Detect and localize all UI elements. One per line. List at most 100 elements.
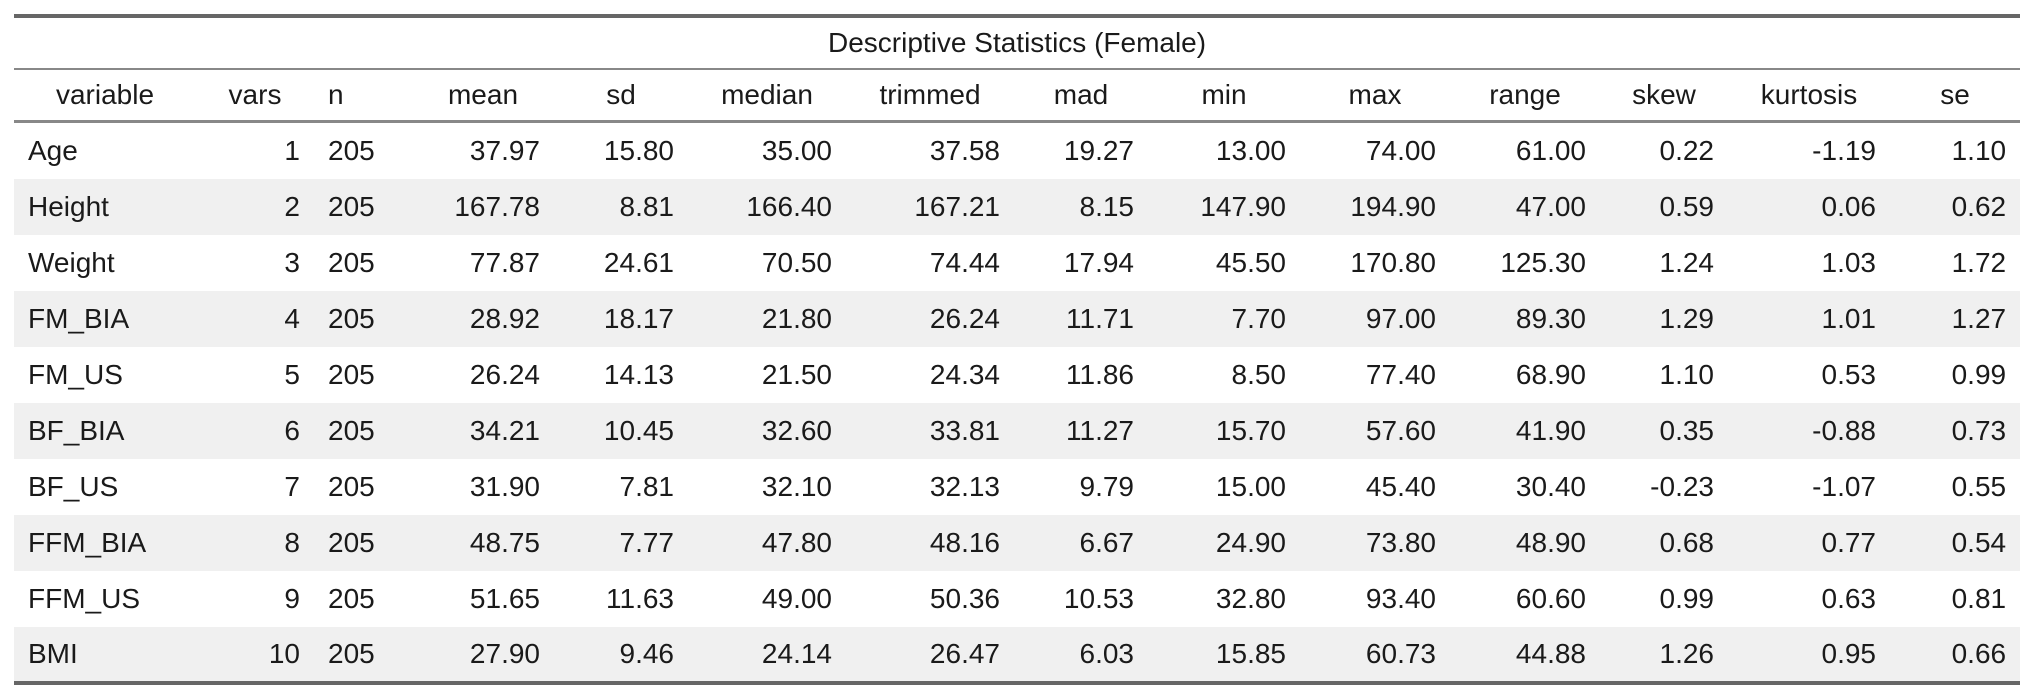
title-row: Descriptive Statistics (Female) bbox=[14, 16, 2020, 69]
cell-min: 13.00 bbox=[1148, 122, 1300, 180]
cell-max: 60.73 bbox=[1300, 627, 1450, 683]
column-header-vars: vars bbox=[196, 69, 314, 122]
cell-kurtosis: 0.53 bbox=[1728, 347, 1890, 403]
cell-sd: 18.17 bbox=[554, 291, 688, 347]
cell-sd: 10.45 bbox=[554, 403, 688, 459]
cell-median: 70.50 bbox=[688, 235, 846, 291]
table-row: Age 1 205 37.97 15.80 35.00 37.58 19.27 13.00 74.… bbox=[14, 122, 2020, 180]
cell-min: 7.70 bbox=[1148, 291, 1300, 347]
cell-min: 24.90 bbox=[1148, 515, 1300, 571]
cell-vars: 5 bbox=[196, 347, 314, 403]
cell-vars: 7 bbox=[196, 459, 314, 515]
cell-trimmed: 33.81 bbox=[846, 403, 1014, 459]
cell-kurtosis: 1.03 bbox=[1728, 235, 1890, 291]
cell-median: 166.40 bbox=[688, 179, 846, 235]
cell-se: 0.54 bbox=[1890, 515, 2020, 571]
cell-vars: 2 bbox=[196, 179, 314, 235]
cell-se: 1.10 bbox=[1890, 122, 2020, 180]
cell-median: 32.60 bbox=[688, 403, 846, 459]
cell-n: 205 bbox=[314, 627, 412, 683]
cell-min: 15.00 bbox=[1148, 459, 1300, 515]
column-header-mean: mean bbox=[412, 69, 554, 122]
cell-vars: 8 bbox=[196, 515, 314, 571]
cell-variable: Age bbox=[14, 122, 196, 180]
cell-se: 1.27 bbox=[1890, 291, 2020, 347]
cell-range: 41.90 bbox=[1450, 403, 1600, 459]
table-row: BF_BIA 6 205 34.21 10.45 32.60 33.81 11.27 15.70… bbox=[14, 403, 2020, 459]
cell-max: 57.60 bbox=[1300, 403, 1450, 459]
cell-range: 125.30 bbox=[1450, 235, 1600, 291]
column-header-skew: skew bbox=[1600, 69, 1728, 122]
cell-median: 32.10 bbox=[688, 459, 846, 515]
cell-sd: 15.80 bbox=[554, 122, 688, 180]
cell-median: 24.14 bbox=[688, 627, 846, 683]
cell-n: 205 bbox=[314, 179, 412, 235]
cell-skew: 1.26 bbox=[1600, 627, 1728, 683]
column-header-kurtosis: kurtosis bbox=[1728, 69, 1890, 122]
cell-skew: 0.99 bbox=[1600, 571, 1728, 627]
cell-variable: BF_US bbox=[14, 459, 196, 515]
cell-range: 47.00 bbox=[1450, 179, 1600, 235]
cell-range: 60.60 bbox=[1450, 571, 1600, 627]
cell-skew: -0.23 bbox=[1600, 459, 1728, 515]
cell-median: 49.00 bbox=[688, 571, 846, 627]
cell-median: 21.50 bbox=[688, 347, 846, 403]
table-title: Descriptive Statistics (Female) bbox=[14, 16, 2020, 69]
cell-kurtosis: 0.06 bbox=[1728, 179, 1890, 235]
cell-n: 205 bbox=[314, 459, 412, 515]
cell-mean: 167.78 bbox=[412, 179, 554, 235]
cell-skew: 0.35 bbox=[1600, 403, 1728, 459]
cell-variable: Height bbox=[14, 179, 196, 235]
cell-min: 8.50 bbox=[1148, 347, 1300, 403]
cell-variable: FFM_US bbox=[14, 571, 196, 627]
cell-kurtosis: -1.07 bbox=[1728, 459, 1890, 515]
cell-vars: 10 bbox=[196, 627, 314, 683]
cell-min: 147.90 bbox=[1148, 179, 1300, 235]
cell-trimmed: 74.44 bbox=[846, 235, 1014, 291]
cell-mad: 9.79 bbox=[1014, 459, 1148, 515]
column-header-range: range bbox=[1450, 69, 1600, 122]
cell-se: 0.62 bbox=[1890, 179, 2020, 235]
cell-median: 21.80 bbox=[688, 291, 846, 347]
cell-mean: 27.90 bbox=[412, 627, 554, 683]
cell-mean: 34.21 bbox=[412, 403, 554, 459]
cell-min: 32.80 bbox=[1148, 571, 1300, 627]
cell-vars: 1 bbox=[196, 122, 314, 180]
cell-skew: 0.22 bbox=[1600, 122, 1728, 180]
cell-n: 205 bbox=[314, 122, 412, 180]
cell-skew: 0.68 bbox=[1600, 515, 1728, 571]
cell-kurtosis: 0.77 bbox=[1728, 515, 1890, 571]
table-row: BF_US 7 205 31.90 7.81 32.10 32.13 9.79 15.00 45.… bbox=[14, 459, 2020, 515]
cell-mean: 28.92 bbox=[412, 291, 554, 347]
header-row: variable vars n mean sd median trimmed mad min ma… bbox=[14, 69, 2020, 122]
cell-trimmed: 26.47 bbox=[846, 627, 1014, 683]
cell-mean: 77.87 bbox=[412, 235, 554, 291]
cell-se: 0.99 bbox=[1890, 347, 2020, 403]
cell-trimmed: 37.58 bbox=[846, 122, 1014, 180]
cell-se: 1.72 bbox=[1890, 235, 2020, 291]
cell-max: 73.80 bbox=[1300, 515, 1450, 571]
cell-n: 205 bbox=[314, 515, 412, 571]
cell-mean: 37.97 bbox=[412, 122, 554, 180]
cell-skew: 1.24 bbox=[1600, 235, 1728, 291]
cell-median: 47.80 bbox=[688, 515, 846, 571]
table-row: Weight 3 205 77.87 24.61 70.50 74.44 17.94 45.50… bbox=[14, 235, 2020, 291]
cell-mad: 17.94 bbox=[1014, 235, 1148, 291]
table-row: FM_BIA 4 205 28.92 18.17 21.80 26.24 11.71 7.70 9… bbox=[14, 291, 2020, 347]
cell-variable: FM_BIA bbox=[14, 291, 196, 347]
cell-vars: 3 bbox=[196, 235, 314, 291]
cell-sd: 7.81 bbox=[554, 459, 688, 515]
cell-kurtosis: -1.19 bbox=[1728, 122, 1890, 180]
cell-n: 205 bbox=[314, 347, 412, 403]
cell-mean: 31.90 bbox=[412, 459, 554, 515]
cell-mad: 6.03 bbox=[1014, 627, 1148, 683]
cell-kurtosis: 1.01 bbox=[1728, 291, 1890, 347]
cell-variable: BF_BIA bbox=[14, 403, 196, 459]
cell-max: 194.90 bbox=[1300, 179, 1450, 235]
column-header-se: se bbox=[1890, 69, 2020, 122]
cell-mad: 10.53 bbox=[1014, 571, 1148, 627]
column-header-variable: variable bbox=[14, 69, 196, 122]
cell-n: 205 bbox=[314, 403, 412, 459]
cell-mean: 48.75 bbox=[412, 515, 554, 571]
cell-skew: 0.59 bbox=[1600, 179, 1728, 235]
